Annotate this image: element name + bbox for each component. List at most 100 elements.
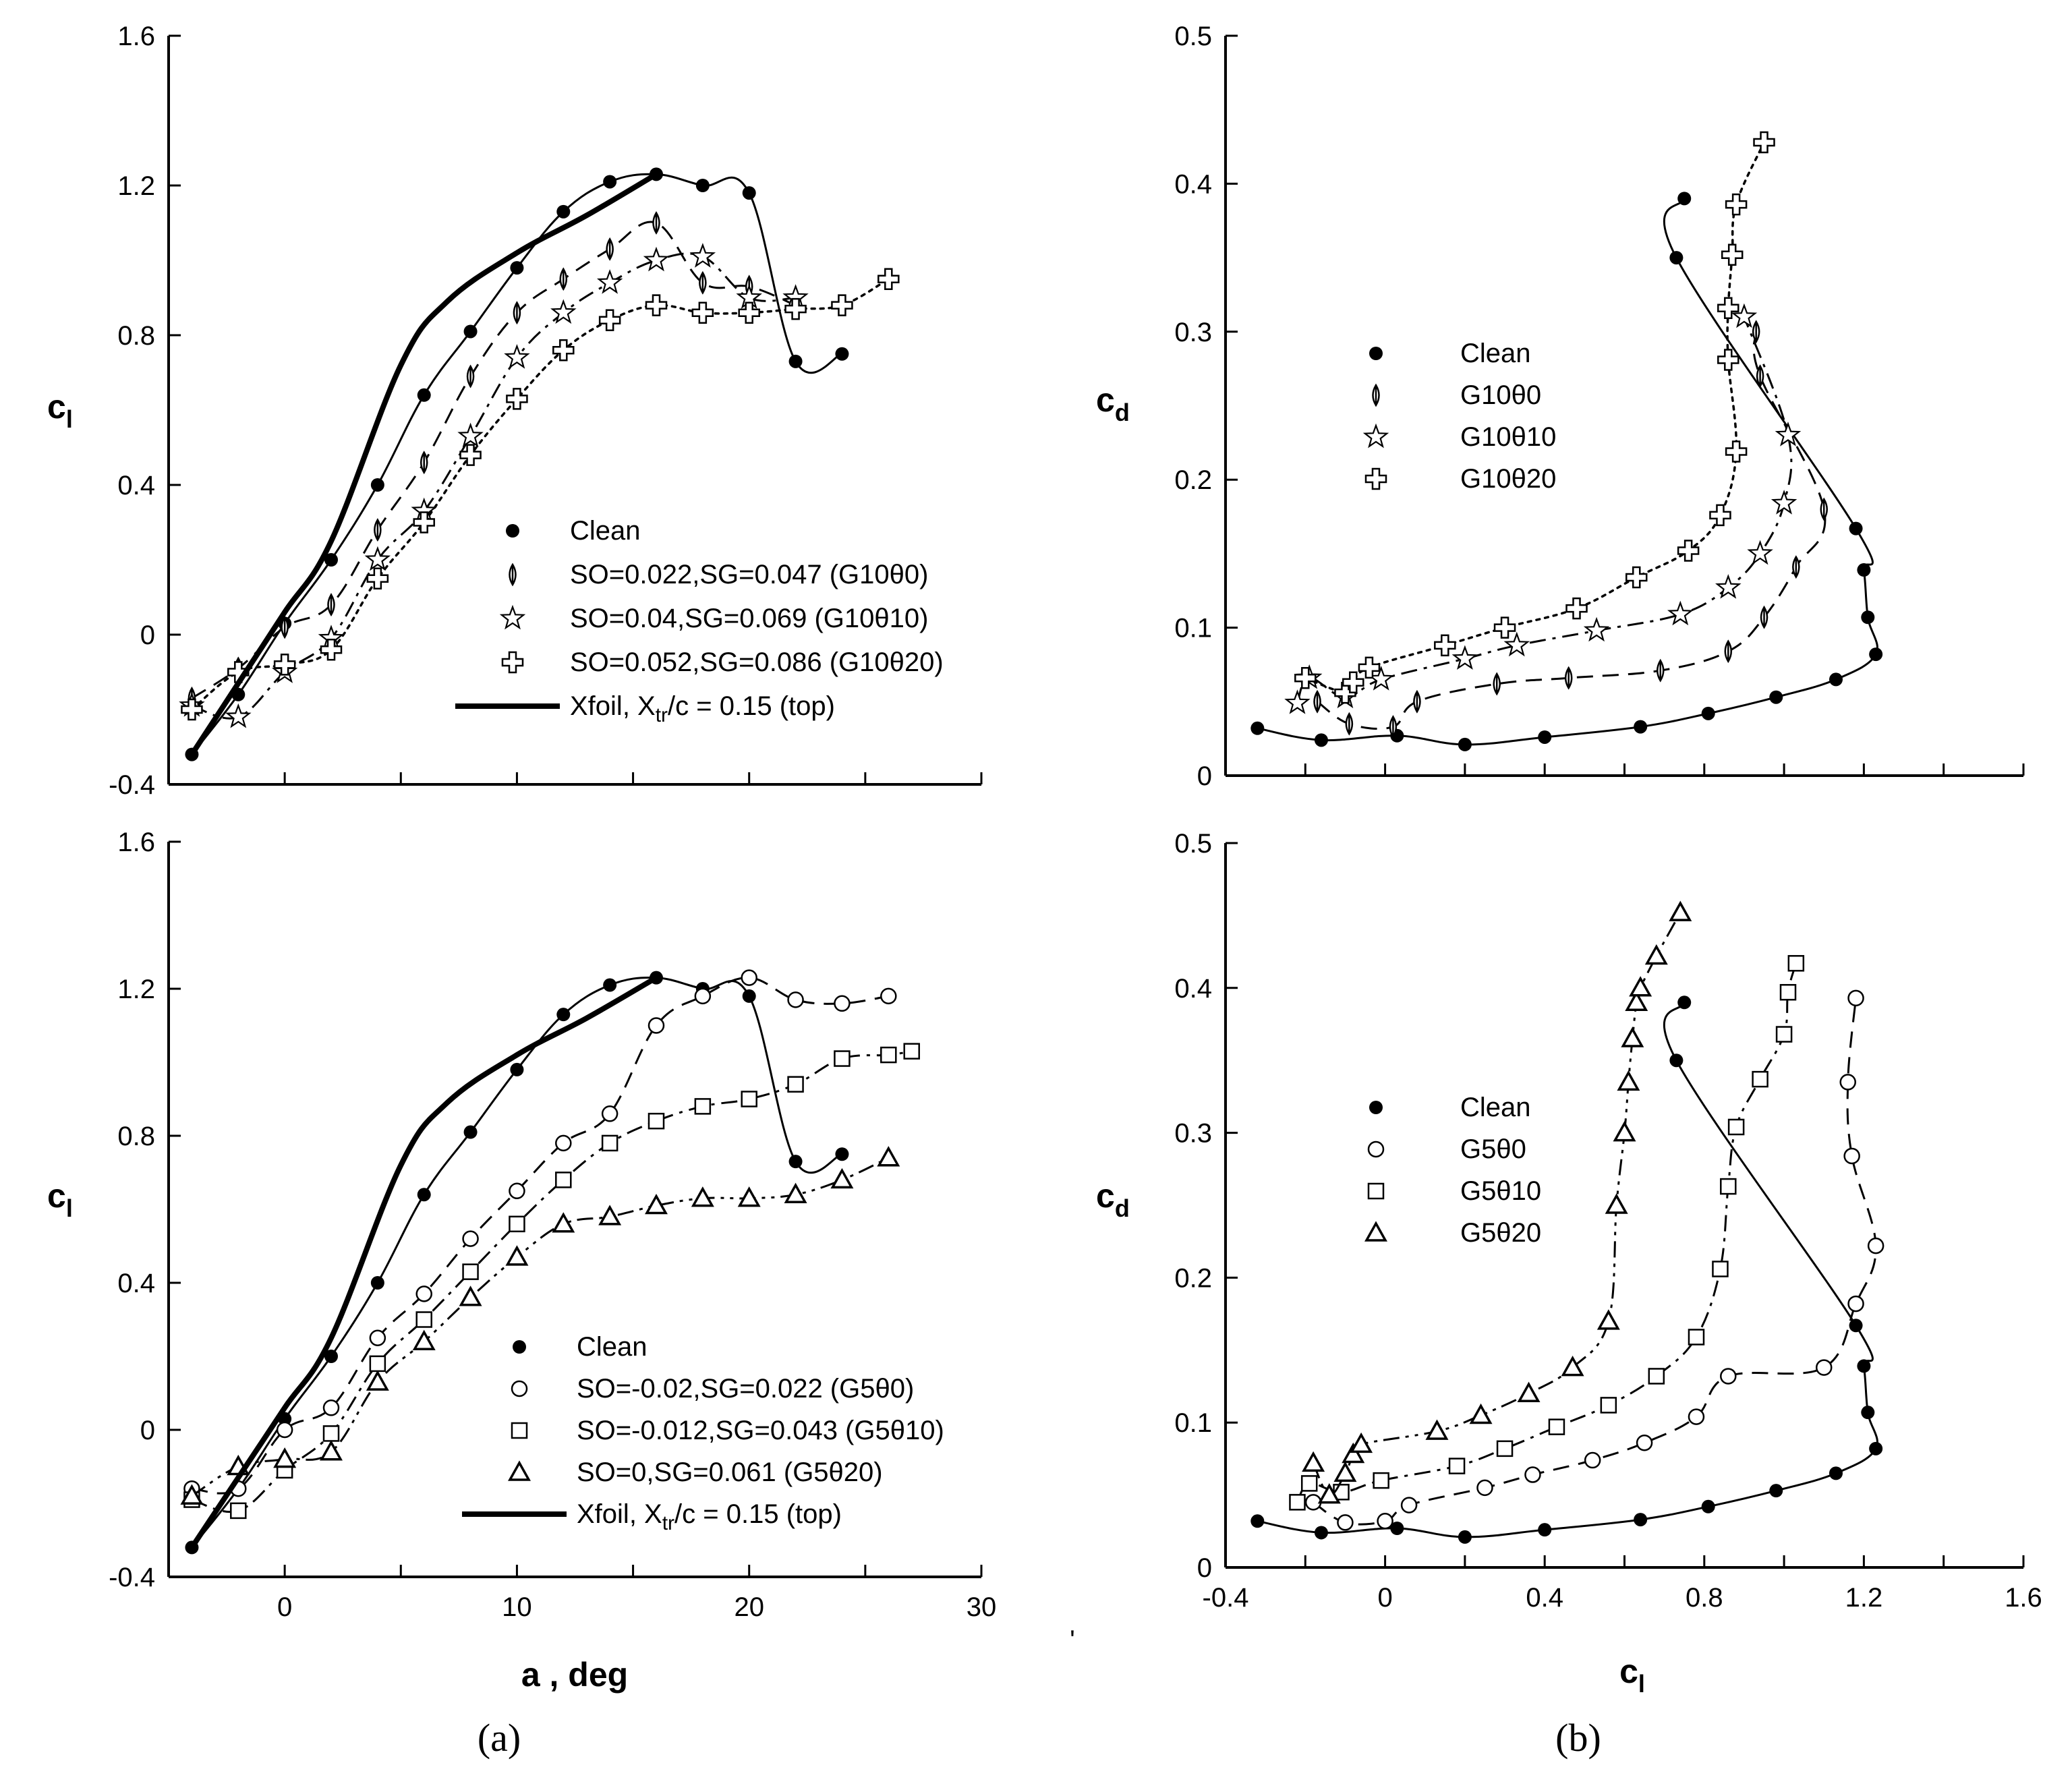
legend-label-sub: tr	[662, 1512, 674, 1534]
data-point	[645, 294, 668, 316]
series-line	[190, 171, 658, 756]
data-point	[648, 1017, 665, 1034]
data-point	[1669, 1053, 1684, 1068]
data-point	[1358, 656, 1381, 679]
data-point	[1458, 1530, 1472, 1544]
legend-label: SO=-0.012,SG=0.043 (G5θ10)	[577, 1416, 944, 1445]
y-tick-label: 0	[140, 620, 155, 650]
data-point	[1688, 1408, 1705, 1425]
data-point	[1448, 1457, 1466, 1474]
data-point	[880, 1046, 897, 1064]
legend-entry: G5θ10	[1367, 1176, 1541, 1206]
data-point	[273, 1447, 297, 1468]
data-point	[788, 1155, 803, 1169]
data-point	[1625, 990, 1648, 1012]
data-point	[1820, 497, 1828, 521]
data-point	[366, 567, 389, 589]
y-tick-label: 0.4	[117, 471, 155, 500]
data-point	[1829, 672, 1843, 687]
legend-label: SO=-0.02,SG=0.022 (G5θ0)	[577, 1374, 914, 1404]
data-point	[1857, 563, 1871, 577]
data-point	[1493, 672, 1501, 696]
data-point	[1667, 600, 1694, 626]
data-point	[1284, 689, 1311, 714]
data-point	[601, 1105, 618, 1122]
series-line	[1313, 998, 1877, 1526]
legend-marker	[1367, 1141, 1385, 1158]
data-point	[322, 1399, 340, 1416]
data-point	[1413, 689, 1421, 714]
data-point	[1753, 131, 1775, 154]
legend-marker	[1372, 383, 1380, 407]
data-point	[1756, 364, 1764, 388]
data-point	[834, 1050, 851, 1067]
data-point	[1548, 1418, 1565, 1435]
caption-b: (b)	[1555, 1716, 1601, 1760]
series-line	[190, 975, 658, 1549]
data-point	[1712, 1261, 1729, 1277]
legend-label: Xfoil, Xtr/c = 0.15 (top)	[570, 691, 835, 726]
x-tick-label: 20	[734, 1592, 764, 1622]
legend-label: Clean	[577, 1332, 648, 1362]
data-point	[1701, 1499, 1715, 1513]
data-point	[1400, 1497, 1418, 1513]
data-point	[556, 1008, 571, 1022]
legend-marker	[1369, 1101, 1383, 1114]
x-tick-label: 1.6	[2005, 1583, 2042, 1613]
legend-label: SO=0.052,SG=0.086 (G10θ20)	[570, 647, 944, 677]
data-point	[413, 511, 435, 533]
data-point	[1434, 634, 1456, 657]
data-point	[1314, 733, 1328, 747]
panel-b-bottom: 0.50.40.30.20.10-0.4 0 0.4 0.8 1.2 1.6cdclCle…	[1096, 829, 2042, 1698]
legend-label: Clean	[1460, 339, 1531, 368]
legend-label: G10θ0	[1460, 380, 1541, 410]
data-point	[643, 246, 670, 272]
legend-label-sub: tr	[656, 704, 668, 726]
data-point	[831, 294, 853, 316]
data-point	[466, 364, 475, 388]
data-point	[691, 301, 714, 324]
y-tick-label: 0.4	[117, 1269, 155, 1298]
y-tick-label: 0.5	[1174, 22, 1212, 51]
data-point	[552, 1212, 575, 1233]
data-point	[1787, 955, 1805, 972]
legend-entry: Clean	[506, 516, 641, 546]
legend-entry: G10θ10	[1362, 422, 1556, 452]
data-point	[273, 654, 296, 676]
data-point	[1345, 712, 1354, 736]
legend-marker	[499, 604, 526, 630]
data-point	[1289, 1494, 1306, 1511]
data-point	[370, 478, 384, 492]
legend-entry: Xfoil, Xtr/c = 0.15 (top)	[455, 691, 835, 726]
legend-label: G5θ10	[1460, 1176, 1541, 1206]
x-tick-label: 0	[277, 1592, 292, 1622]
data-point	[1869, 647, 1883, 662]
data-point	[1849, 1319, 1863, 1333]
data-point	[550, 299, 577, 324]
legend-label: G10θ10	[1460, 422, 1556, 452]
legend-marker	[501, 651, 524, 674]
data-point	[462, 1230, 479, 1247]
data-point	[1857, 1359, 1871, 1373]
data-point	[694, 1098, 712, 1115]
data-point	[1847, 989, 1864, 1007]
data-point	[415, 1286, 432, 1302]
data-point	[509, 1215, 525, 1233]
data-point	[1769, 1484, 1783, 1498]
data-point	[877, 268, 900, 290]
data-point	[1517, 1381, 1541, 1402]
data-point	[1867, 1237, 1884, 1254]
data-point	[364, 546, 391, 571]
legend-marker	[509, 562, 517, 587]
data-point	[699, 270, 707, 295]
y-axis-label-sub: d	[1115, 399, 1130, 426]
panel-b-top: 0.5 0.4 0.3 0.2 0.1 0 cd Clean G10θ0 G10θ10 G10θ20	[1096, 22, 2025, 791]
data-point	[1337, 1514, 1354, 1531]
data-point	[1816, 1359, 1833, 1376]
data-point	[1677, 995, 1692, 1010]
series-g10theta0	[1313, 320, 1828, 739]
data-point	[1847, 1295, 1864, 1312]
legend-marker	[511, 1380, 528, 1397]
data-point	[603, 978, 617, 992]
